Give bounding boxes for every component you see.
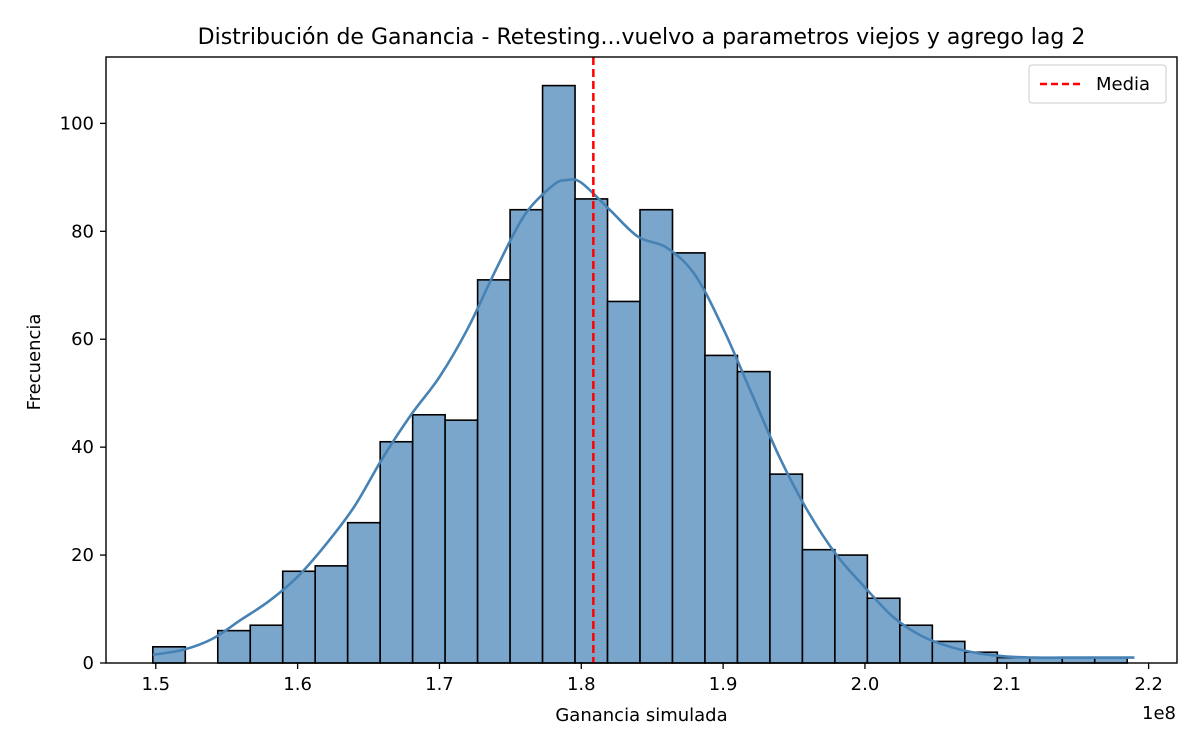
legend: Media bbox=[1028, 64, 1167, 104]
histogram-bar bbox=[314, 565, 349, 664]
histogram-bar bbox=[346, 521, 381, 664]
axes-layer bbox=[105, 56, 1178, 664]
x-tick-label: 1.5 bbox=[141, 674, 170, 695]
x-axis-label: Ganancia simulada bbox=[555, 705, 727, 726]
x-tick-label: 1.7 bbox=[425, 674, 454, 695]
y-tick-label: 40 bbox=[71, 437, 94, 458]
x-tick-label: 1.9 bbox=[709, 674, 738, 695]
histogram-bar bbox=[639, 208, 674, 664]
bars-layer bbox=[152, 84, 1129, 664]
x-tick-label: 2.0 bbox=[851, 674, 880, 695]
histogram-bar bbox=[736, 370, 771, 664]
x-tick-label: 2.2 bbox=[1134, 674, 1163, 695]
kde-curve bbox=[152, 178, 1135, 659]
y-tick-label: 0 bbox=[83, 653, 94, 674]
legend-label: Media bbox=[1096, 74, 1150, 95]
histogram-bar bbox=[769, 473, 804, 664]
y-tick-label: 100 bbox=[60, 113, 94, 134]
histogram-bar bbox=[704, 354, 739, 664]
histogram-bar bbox=[509, 208, 544, 664]
chart-title: Distribución de Ganancia - Retesting...v… bbox=[198, 25, 1086, 50]
ticks-layer: 1.5 1.6 1.7 1.8 1.9 2.0 2.1 2.2 0 20 40 60 80 100 bbox=[60, 113, 1163, 695]
histogram-bar bbox=[216, 629, 252, 664]
axes-frame bbox=[105, 56, 1178, 664]
histogram-bar bbox=[541, 84, 576, 664]
histogram-bar bbox=[931, 640, 966, 664]
y-axis-label: Frecuencia bbox=[24, 314, 45, 411]
histogram-bar bbox=[671, 252, 706, 664]
y-tick-label: 20 bbox=[71, 545, 94, 566]
kde-layer bbox=[152, 178, 1135, 659]
histogram-bar bbox=[476, 279, 511, 664]
histogram-bar bbox=[444, 419, 479, 664]
x-tick-label: 1.6 bbox=[283, 674, 312, 695]
legend-box bbox=[1028, 64, 1167, 104]
histogram-bar bbox=[379, 440, 414, 664]
y-tick-label: 60 bbox=[71, 329, 94, 350]
histogram-bar bbox=[574, 198, 609, 664]
histogram-bar bbox=[411, 413, 446, 664]
x-offset-label: 1e8 bbox=[1142, 703, 1176, 724]
y-tick-label: 80 bbox=[71, 221, 94, 242]
histogram-bar bbox=[899, 624, 934, 664]
histogram-bar bbox=[606, 300, 641, 664]
histogram-bar bbox=[249, 624, 284, 664]
histogram-bar bbox=[801, 548, 836, 664]
x-tick-label: 2.1 bbox=[992, 674, 1021, 695]
x-tick-label: 1.8 bbox=[567, 674, 596, 695]
